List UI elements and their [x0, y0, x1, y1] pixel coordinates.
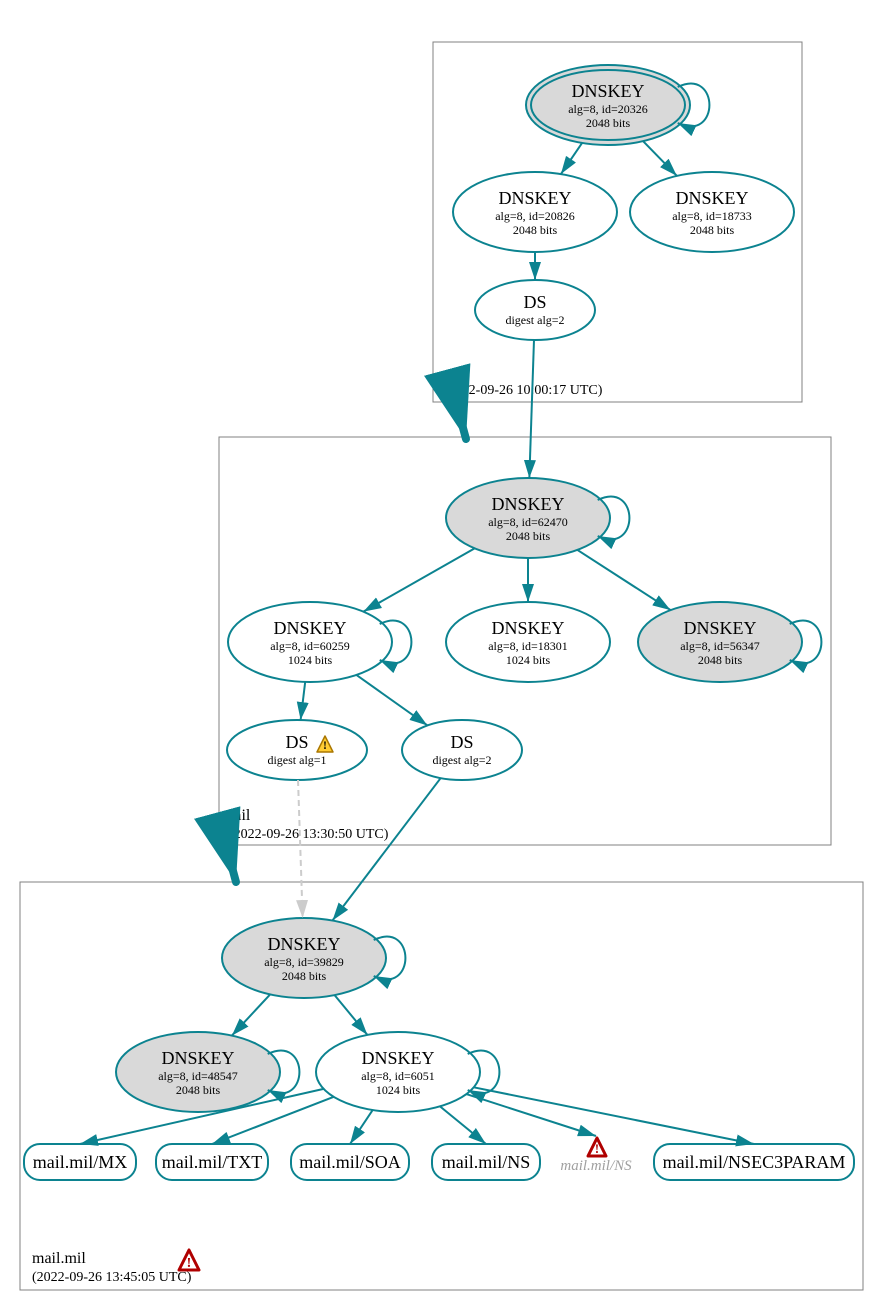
svg-text:DNSKEY: DNSKEY [267, 934, 340, 954]
zone-time-mailmil: (2022-09-26 13:45:05 UTC) [32, 1270, 192, 1285]
svg-text:DS: DS [450, 732, 473, 752]
zone-label-mailmil: mail.mil [32, 1250, 86, 1267]
edge [335, 995, 368, 1035]
node-root_zsk2: DNSKEYalg=8, id=187332048 bits [630, 172, 794, 252]
svg-text:mail.mil/SOA: mail.mil/SOA [299, 1152, 401, 1172]
svg-text:alg=8, id=56347: alg=8, id=56347 [680, 639, 760, 653]
edge [529, 340, 534, 478]
edge [561, 143, 582, 174]
svg-text:DS: DS [523, 292, 546, 312]
node-mil_k2: DNSKEYalg=8, id=183011024 bits [446, 602, 610, 682]
svg-text:mail.mil/NSEC3PARAM: mail.mil/NSEC3PARAM [663, 1152, 846, 1172]
node-mm_ksk: DNSKEYalg=8, id=398292048 bits [222, 918, 386, 998]
edge [440, 1106, 486, 1144]
svg-text:digest alg=1: digest alg=1 [267, 753, 326, 767]
svg-text:DNSKEY: DNSKEY [491, 494, 564, 514]
svg-text:2048 bits: 2048 bits [506, 529, 551, 543]
zone-time-mil: (2022-09-26 13:30:50 UTC) [229, 827, 389, 842]
svg-text:alg=8, id=60259: alg=8, id=60259 [270, 639, 350, 653]
svg-text:mail.mil/TXT: mail.mil/TXT [162, 1152, 263, 1172]
svg-text:1024 bits: 1024 bits [506, 653, 551, 667]
node-root_ds: DSdigest alg=2 [475, 280, 595, 340]
rr-nsec: mail.mil/NSEC3PARAM [654, 1144, 854, 1180]
svg-text:digest alg=2: digest alg=2 [432, 753, 491, 767]
svg-text:DS: DS [285, 732, 308, 752]
svg-text:DNSKEY: DNSKEY [361, 1048, 434, 1068]
node-mil_k3: DNSKEYalg=8, id=563472048 bits [638, 602, 802, 682]
svg-text:alg=8, id=18733: alg=8, id=18733 [672, 209, 752, 223]
error-icon: ! [179, 1250, 199, 1271]
svg-text:!: ! [323, 740, 327, 752]
zone-label-root: . [443, 365, 447, 382]
edge [232, 994, 270, 1035]
edge [301, 682, 306, 720]
node-mil_ds1: DSdigest alg=1! [227, 720, 367, 780]
dnssec-graph: .(2022-09-26 10:00:17 UTC) mil (2022-09-26… [0, 0, 877, 1303]
edge [363, 548, 474, 611]
error-icon: ! [588, 1138, 606, 1156]
svg-text:DNSKEY: DNSKEY [491, 618, 564, 638]
svg-text:alg=8, id=20326: alg=8, id=20326 [568, 102, 648, 116]
rr-ns-error: mail.mil/NS [560, 1158, 632, 1174]
rr-soa: mail.mil/SOA [291, 1144, 409, 1180]
node-root_ksk: DNSKEYalg=8, id=203262048 bits [526, 65, 690, 145]
edge [474, 1087, 754, 1144]
zone-arrow [226, 845, 236, 882]
zone-arrow [456, 402, 466, 439]
svg-text:digest alg=2: digest alg=2 [505, 313, 564, 327]
rr-ns: mail.mil/NS [432, 1144, 540, 1180]
node-mm_k2: DNSKEYalg=8, id=60511024 bits [316, 1032, 480, 1112]
svg-text:DNSKEY: DNSKEY [161, 1048, 234, 1068]
svg-text:alg=8, id=48547: alg=8, id=48547 [158, 1069, 238, 1083]
rr-txt: mail.mil/TXT [156, 1144, 268, 1180]
svg-text:2048 bits: 2048 bits [176, 1083, 221, 1097]
edge [643, 141, 677, 176]
svg-text:alg=8, id=18301: alg=8, id=18301 [488, 639, 568, 653]
node-mil_k1: DNSKEYalg=8, id=602591024 bits [228, 602, 392, 682]
svg-text:2048 bits: 2048 bits [698, 653, 743, 667]
node-mil_ksk: DNSKEYalg=8, id=624702048 bits [446, 478, 610, 558]
svg-text:alg=8, id=20826: alg=8, id=20826 [495, 209, 575, 223]
svg-text:2048 bits: 2048 bits [282, 969, 327, 983]
svg-text:!: ! [595, 1142, 599, 1156]
svg-text:alg=8, id=39829: alg=8, id=39829 [264, 955, 344, 969]
svg-text:1024 bits: 1024 bits [288, 653, 333, 667]
edge [577, 550, 670, 610]
svg-text:2048 bits: 2048 bits [586, 116, 631, 130]
zone-label-mil: mil [229, 807, 251, 824]
edge [466, 1094, 596, 1136]
svg-text:DNSKEY: DNSKEY [571, 81, 644, 101]
edge [332, 778, 440, 920]
svg-text:DNSKEY: DNSKEY [683, 618, 756, 638]
svg-text:1024 bits: 1024 bits [376, 1083, 421, 1097]
svg-text:!: ! [187, 1256, 192, 1271]
node-mm_k1: DNSKEYalg=8, id=485472048 bits [116, 1032, 280, 1112]
edge [350, 1110, 373, 1144]
zone-time-root: (2022-09-26 10:00:17 UTC) [443, 383, 603, 398]
svg-text:DNSKEY: DNSKEY [273, 618, 346, 638]
node-mil_ds2: DSdigest alg=2 [402, 720, 522, 780]
edge [356, 675, 427, 725]
svg-text:DNSKEY: DNSKEY [675, 188, 748, 208]
svg-text:2048 bits: 2048 bits [690, 223, 735, 237]
svg-text:2048 bits: 2048 bits [513, 223, 558, 237]
rr-mx: mail.mil/MX [24, 1144, 136, 1180]
svg-text:DNSKEY: DNSKEY [498, 188, 571, 208]
node-root_zsk1: DNSKEYalg=8, id=208262048 bits [453, 172, 617, 252]
svg-text:mail.mil/MX: mail.mil/MX [33, 1152, 128, 1172]
svg-text:alg=8, id=62470: alg=8, id=62470 [488, 515, 568, 529]
svg-text:alg=8, id=6051: alg=8, id=6051 [361, 1069, 435, 1083]
edge [298, 780, 303, 918]
svg-text:mail.mil/NS: mail.mil/NS [442, 1152, 531, 1172]
